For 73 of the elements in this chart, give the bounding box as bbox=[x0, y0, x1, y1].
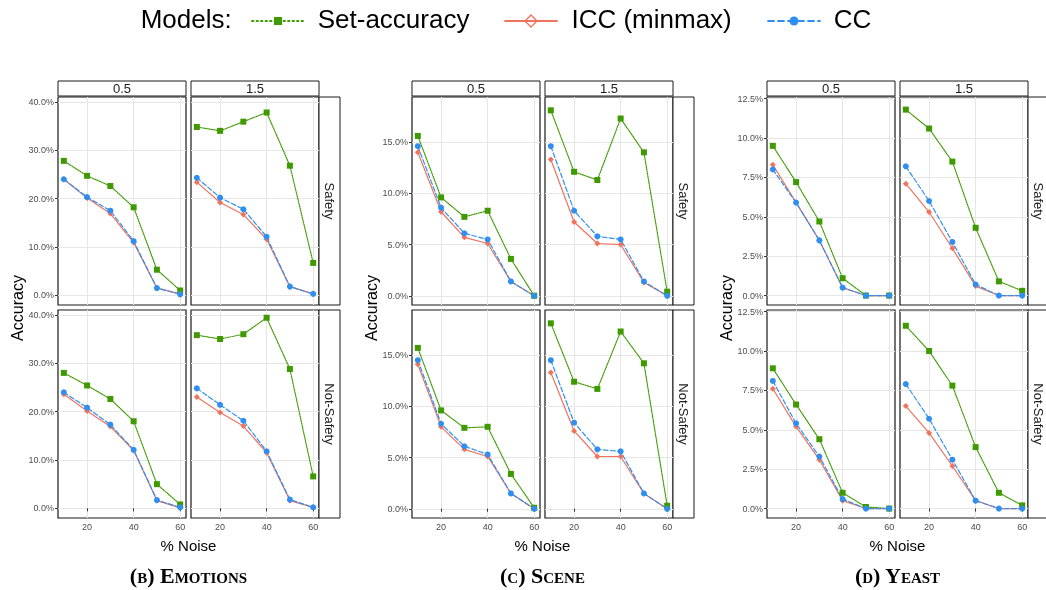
x-tick-label: 60 bbox=[529, 521, 540, 532]
x-tick-label: 40 bbox=[482, 521, 493, 532]
y-tick-label: 20.0% bbox=[28, 193, 54, 204]
y-tick-label: 0.0% bbox=[33, 290, 54, 301]
y-tick-label: 12.5% bbox=[737, 93, 763, 104]
x-tick-label: 60 bbox=[175, 521, 186, 532]
y-axis-title: Accuracy bbox=[9, 275, 27, 341]
y-tick-label: 7.5% bbox=[742, 385, 763, 396]
text: Not-Safety bbox=[676, 383, 691, 446]
y-tick-label: 0.0% bbox=[742, 290, 763, 301]
y-tick-label: 7.5% bbox=[742, 172, 763, 183]
chart-title: 0.5 bbox=[112, 81, 132, 96]
y-tick-label: 10.0% bbox=[737, 132, 763, 143]
x-tick-label: 20 bbox=[924, 521, 935, 532]
x-tick-label: 20 bbox=[569, 521, 580, 532]
y-tick-label: 20.0% bbox=[28, 406, 54, 417]
y-tick-label: 30.0% bbox=[28, 358, 54, 369]
y-tick-label: 15.0% bbox=[382, 350, 408, 361]
y-tick-label: 10.0% bbox=[28, 454, 54, 465]
y-tick-label: 2.5% bbox=[742, 251, 763, 262]
y-tick-label: 40.0% bbox=[28, 96, 54, 107]
x-tick-label: 20 bbox=[791, 521, 802, 532]
y-tick-label: 5.0% bbox=[742, 424, 763, 435]
y-tick-label: 0.0% bbox=[387, 290, 408, 301]
text: (d) Yeast bbox=[854, 563, 941, 589]
text: Safety bbox=[1031, 182, 1046, 220]
y-tick-label: 0.0% bbox=[742, 503, 763, 514]
legend-label: ICC (minmax) bbox=[570, 4, 732, 34]
y-tick-label: 2.5% bbox=[742, 464, 763, 475]
legend-label: Set-accuracy bbox=[316, 4, 470, 34]
x-tick-label: 60 bbox=[1017, 521, 1028, 532]
y-tick-label: 15.0% bbox=[382, 137, 408, 148]
x-tick-label: 60 bbox=[662, 521, 673, 532]
x-tick-label: 20 bbox=[82, 521, 93, 532]
y-tick-label: 5.0% bbox=[742, 211, 763, 222]
y-tick-label: 0.0% bbox=[33, 503, 54, 514]
x-tick-label: 20 bbox=[436, 521, 447, 532]
text: Not-Safety bbox=[322, 383, 337, 446]
text: (b) Emotions bbox=[129, 563, 248, 589]
text: Safety bbox=[322, 182, 337, 220]
y-tick-label: 5.0% bbox=[387, 239, 408, 250]
x-axis-title: % Noise bbox=[869, 536, 926, 554]
x-tick-label: 40 bbox=[261, 521, 272, 532]
y-axis-title: Accuracy bbox=[718, 275, 736, 341]
x-axis-title: % Noise bbox=[514, 536, 571, 554]
y-tick-label: 12.5% bbox=[737, 306, 763, 317]
chart-title: 1.5 bbox=[245, 81, 265, 96]
text: (c) Scene bbox=[500, 563, 585, 589]
y-tick-label: 0.0% bbox=[387, 503, 408, 514]
y-tick-label: 10.0% bbox=[737, 345, 763, 356]
x-axis-title: % Noise bbox=[160, 536, 217, 554]
y-tick-label: 10.0% bbox=[28, 241, 54, 252]
x-tick-label: 40 bbox=[970, 521, 981, 532]
x-tick-label: 60 bbox=[308, 521, 319, 532]
x-tick-label: 40 bbox=[837, 521, 848, 532]
x-tick-label: 60 bbox=[884, 521, 895, 532]
chart-title: 0.5 bbox=[466, 81, 486, 96]
y-tick-label: 5.0% bbox=[387, 452, 408, 463]
y-tick-label: 10.0% bbox=[382, 401, 408, 412]
chart-title: 1.5 bbox=[954, 81, 974, 96]
chart-title: 1.5 bbox=[599, 81, 619, 96]
x-tick-label: 40 bbox=[128, 521, 139, 532]
y-tick-label: 30.0% bbox=[28, 145, 54, 156]
legend-label: CC bbox=[832, 4, 872, 34]
x-tick-label: 20 bbox=[215, 521, 226, 532]
text: Safety bbox=[676, 182, 691, 220]
y-tick-label: 10.0% bbox=[382, 188, 408, 199]
chart-title: 0.5 bbox=[821, 81, 841, 96]
y-tick-label: 40.0% bbox=[28, 309, 54, 320]
y-axis-title: Accuracy bbox=[363, 275, 381, 341]
legend-title: Models: bbox=[140, 4, 232, 34]
x-tick-label: 40 bbox=[615, 521, 626, 532]
text: Not-Safety bbox=[1031, 383, 1046, 446]
